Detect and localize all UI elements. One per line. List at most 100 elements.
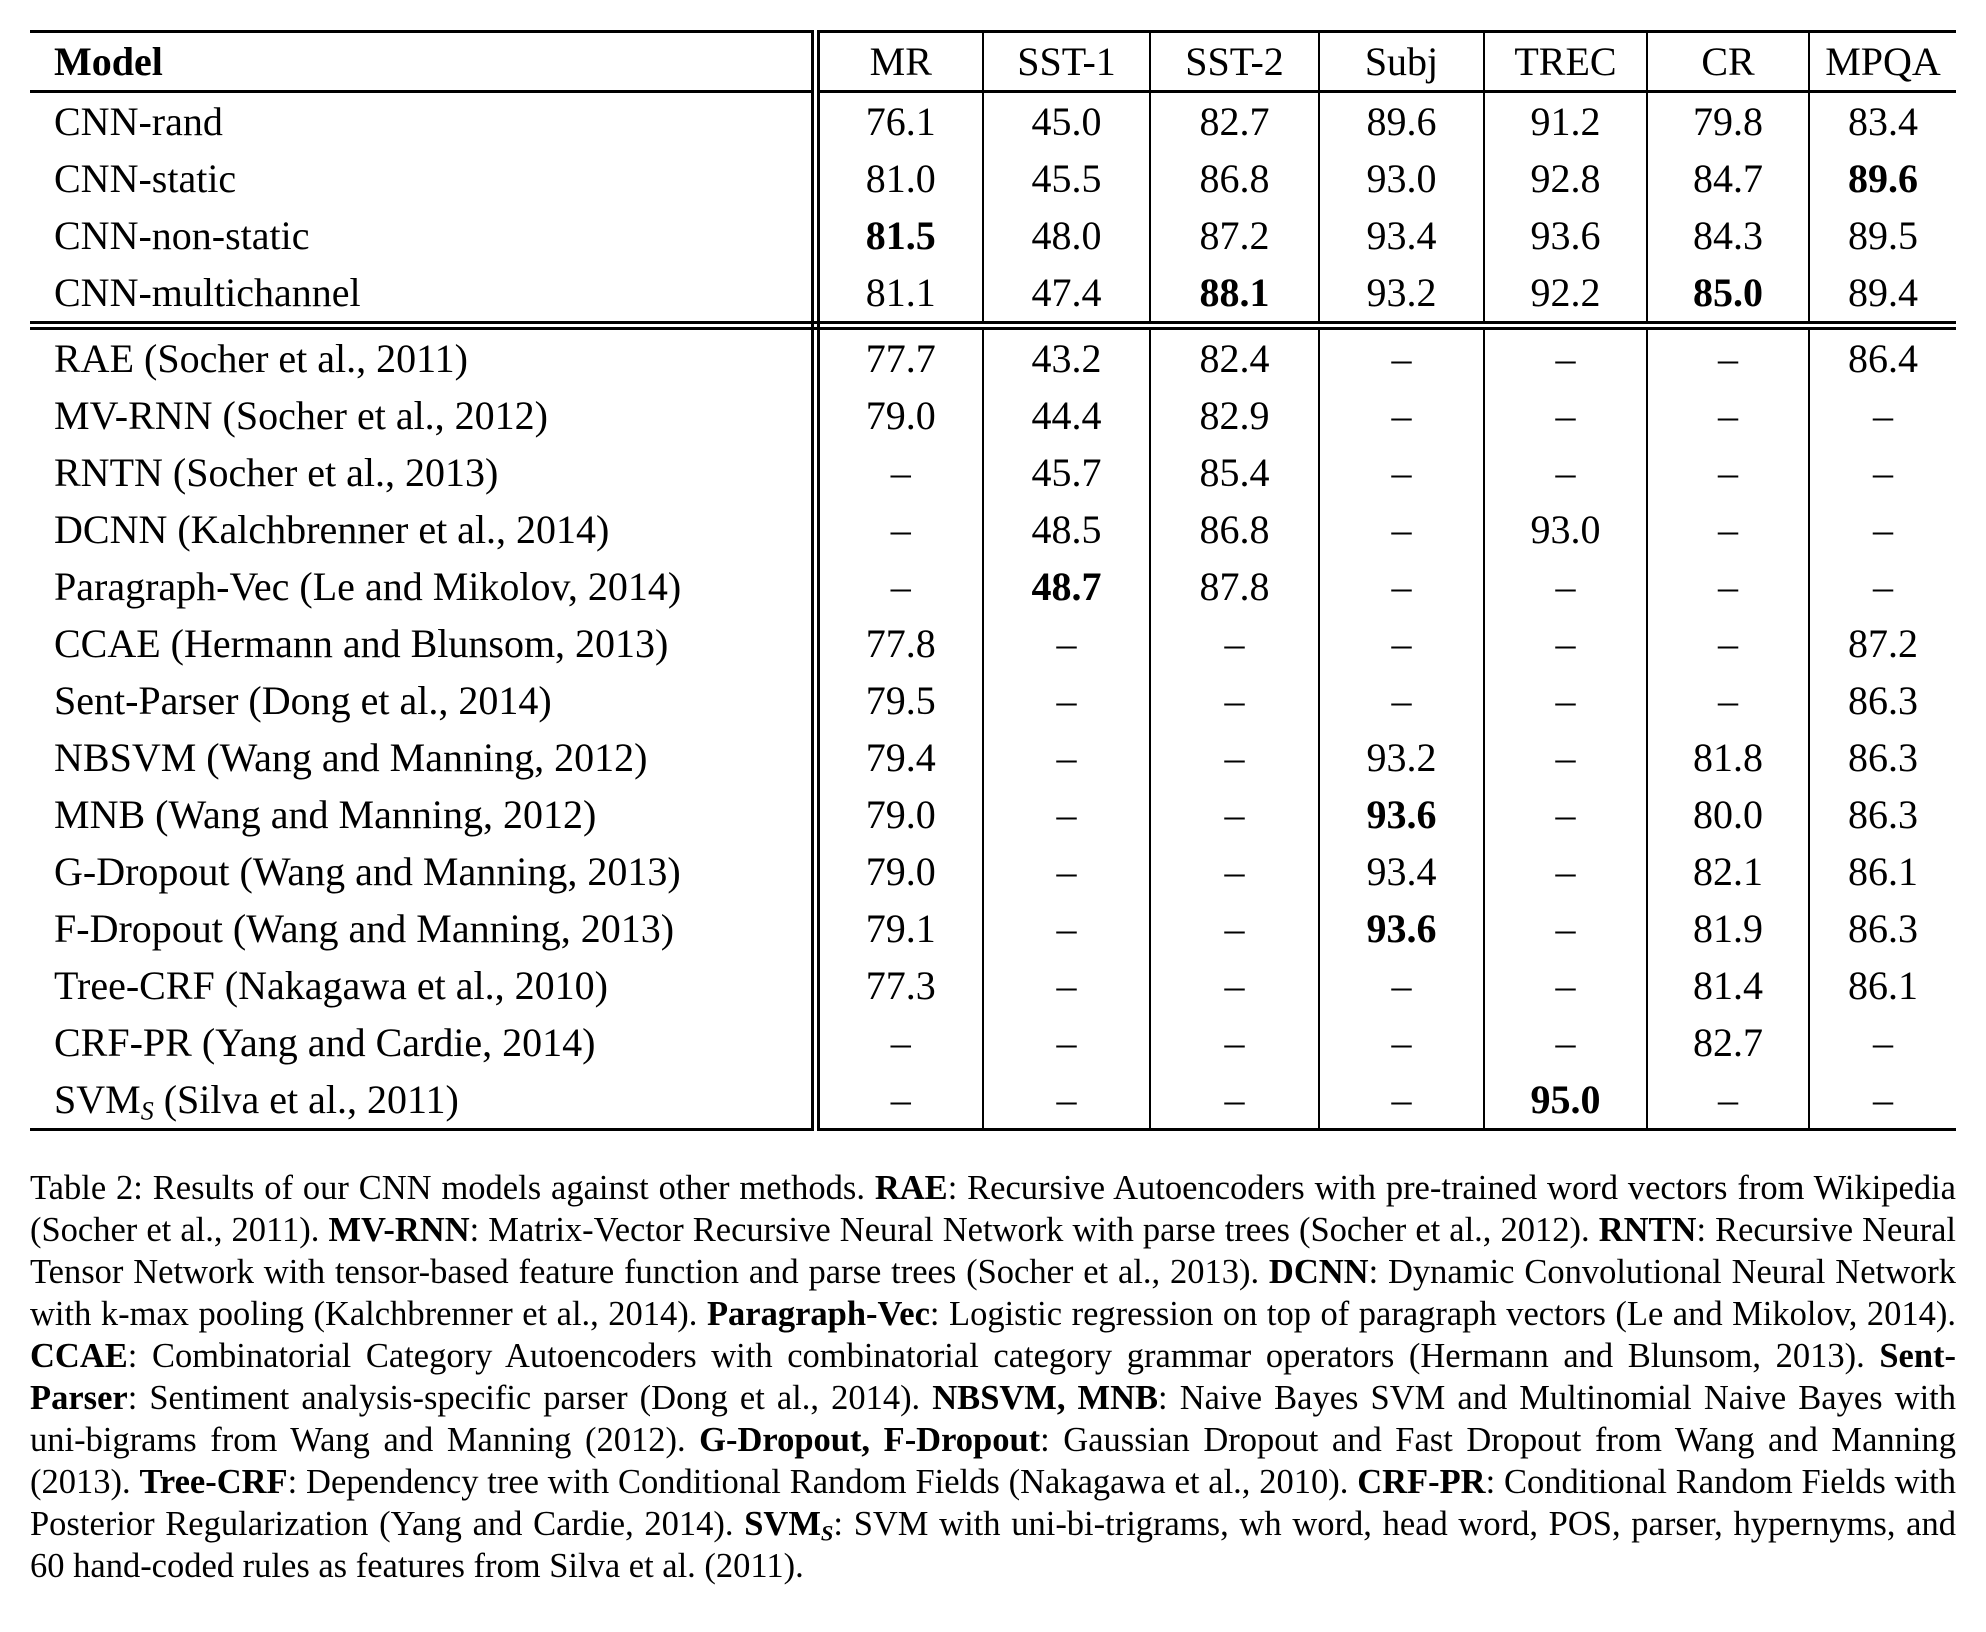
value-cell: 85.4	[1150, 444, 1320, 501]
caption-term: G-Dropout, F-Dropout	[699, 1421, 1041, 1459]
column-header-trec: TREC	[1484, 31, 1648, 93]
missing-value-cell: –	[1484, 444, 1648, 501]
missing-value-cell: –	[1647, 501, 1810, 558]
value-cell: 47.4	[983, 264, 1151, 330]
model-cell: CNN-multichannel	[30, 264, 820, 330]
value-cell: 82.7	[1647, 1014, 1810, 1071]
model-cell: MNB (Wang and Manning, 2012)	[30, 786, 820, 843]
table-row: MNB (Wang and Manning, 2012) 79.0– –93.6–8…	[30, 786, 1956, 843]
missing-value-cell: –	[1319, 1014, 1485, 1071]
value-cell: 89.5	[1848, 213, 1918, 258]
value-cell: 89.6	[1848, 156, 1918, 201]
caption-term: DCNN	[1268, 1253, 1369, 1291]
model-cell: CNN-non-static	[30, 207, 820, 264]
column-header-mpqa: MPQA	[1809, 31, 1956, 93]
missing-value-cell: –	[1873, 450, 1893, 495]
missing-value-cell: –	[1150, 786, 1320, 843]
missing-value-cell: –	[1484, 387, 1648, 444]
missing-value-cell: –	[1647, 387, 1810, 444]
column-header-subj: Subj	[1319, 31, 1485, 93]
missing-value-cell: –	[983, 615, 1151, 672]
table-row: CCAE (Hermann and Blunsom, 2013) 77.8– – – –…	[30, 615, 1956, 672]
value-cell: 84.7	[1647, 150, 1810, 207]
value-cell: 87.8	[1150, 558, 1320, 615]
missing-value-cell: –	[1484, 729, 1648, 786]
model-cell: Sent-Parser (Dong et al., 2014)	[30, 672, 820, 729]
value-cell: 86.4	[1848, 336, 1918, 381]
caption-term: CRF-PR	[1357, 1463, 1486, 1501]
caption-term: MV-RNN	[328, 1211, 470, 1249]
value-cell: 79.8	[1647, 91, 1810, 150]
value-cell: 77.3	[815, 957, 984, 1014]
value-cell: 89.6	[1319, 91, 1485, 150]
missing-value-cell: –	[1647, 672, 1810, 729]
value-cell: 79.4	[815, 729, 984, 786]
caption-term: Sent-Parser	[30, 1337, 1956, 1417]
caption-text: : Recursive Neural Tensor Network with t…	[30, 1211, 1956, 1291]
caption-term: CCAE	[30, 1337, 128, 1375]
header-row: Model MR SST-1 SST-2 Subj TREC CR MPQA	[30, 31, 1956, 93]
missing-value-cell: –	[1150, 900, 1320, 957]
value-cell: 87.2	[1150, 207, 1320, 264]
value-cell: 44.4	[983, 387, 1151, 444]
model-cell: CNN-static	[30, 150, 820, 207]
missing-value-cell: –	[1319, 672, 1485, 729]
value-cell: 82.9	[1150, 387, 1320, 444]
caption-text: : Dynamic Convolutional Neural Network w…	[30, 1253, 1956, 1333]
missing-value-cell: –	[1319, 501, 1485, 558]
missing-value-cell: –	[1319, 325, 1485, 387]
missing-value-cell: –	[1484, 786, 1648, 843]
model-cell: CRF-PR (Yang and Cardie, 2014)	[30, 1014, 820, 1071]
value-cell: 93.2	[1319, 729, 1485, 786]
value-cell: 93.0	[1484, 501, 1648, 558]
caption-text: : Matrix-Vector Recursive Neural Network…	[469, 1211, 1599, 1249]
table-row: Paragraph-Vec (Le and Mikolov, 2014) –48.…	[30, 558, 1956, 615]
missing-value-cell: –	[1484, 325, 1648, 387]
value-cell: 93.4	[1319, 207, 1485, 264]
paper-page: Model MR SST-1 SST-2 Subj TREC CR MPQA CNN-rand…	[30, 30, 1956, 1585]
value-cell: 82.7	[1150, 91, 1320, 150]
missing-value-cell: –	[1647, 1071, 1810, 1130]
missing-value-cell: –	[815, 558, 984, 615]
value-cell: 80.0	[1647, 786, 1810, 843]
caption-term: Tree-CRF	[139, 1463, 288, 1501]
missing-value-cell: –	[1647, 444, 1810, 501]
caption-term: Paragraph-Vec	[706, 1295, 930, 1333]
value-cell: 81.4	[1647, 957, 1810, 1014]
value-cell: 81.9	[1647, 900, 1810, 957]
missing-value-cell: –	[983, 1071, 1151, 1130]
table-row: Tree-CRF (Nakagawa et al., 2010) 77.3– – – –…	[30, 957, 1956, 1014]
value-cell: 82.1	[1647, 843, 1810, 900]
missing-value-cell: –	[1150, 672, 1320, 729]
missing-value-cell: –	[815, 1071, 984, 1130]
missing-value-cell: –	[1647, 558, 1810, 615]
table-header: Model MR SST-1 SST-2 Subj TREC CR MPQA	[30, 31, 1956, 93]
caption-term: SVMS	[744, 1505, 834, 1546]
value-cell: 91.2	[1484, 91, 1648, 150]
value-cell: 92.2	[1484, 264, 1648, 330]
caption-text: : Sentiment analysis-specific parser (Do…	[127, 1379, 933, 1417]
value-cell: 45.0	[983, 91, 1151, 150]
value-cell: 85.0	[1647, 264, 1810, 330]
model-cell: CNN-rand	[30, 91, 820, 150]
missing-value-cell: –	[815, 1014, 984, 1071]
value-cell: 79.0	[815, 786, 984, 843]
model-cell: RAE (Socher et al., 2011)	[30, 325, 820, 387]
value-cell: 86.3	[1848, 906, 1918, 951]
value-cell: 81.1	[815, 264, 984, 330]
missing-value-cell: –	[983, 672, 1151, 729]
value-cell: 81.5	[815, 207, 984, 264]
results-table: Model MR SST-1 SST-2 Subj TREC CR MPQA CNN-rand…	[30, 30, 1956, 1131]
missing-value-cell: –	[983, 957, 1151, 1014]
value-cell: 93.2	[1319, 264, 1485, 330]
table-row: CNN-non-static 81.5 48.0 87.2 93.4 93.6 84.3 89…	[30, 207, 1956, 264]
model-cell: RNTN (Socher et al., 2013)	[30, 444, 820, 501]
missing-value-cell: –	[1484, 672, 1648, 729]
model-cell: CCAE (Hermann and Blunsom, 2013)	[30, 615, 820, 672]
model-cell: SVMS (Silva et al., 2011)	[30, 1071, 820, 1130]
missing-value-cell: –	[1150, 1071, 1320, 1130]
table-row: G-Dropout (Wang and Manning, 2013) 79.0– –…	[30, 843, 1956, 900]
value-cell: 81.0	[815, 150, 984, 207]
value-cell: 81.8	[1647, 729, 1810, 786]
value-cell: 89.4	[1809, 264, 1956, 330]
